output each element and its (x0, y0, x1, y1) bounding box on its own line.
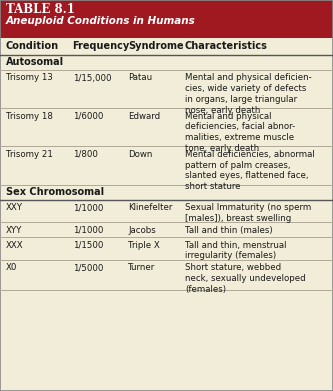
Text: Patau: Patau (128, 74, 152, 83)
Text: Klinefelter: Klinefelter (128, 203, 172, 212)
Text: Triple X: Triple X (128, 240, 160, 249)
Text: Tall and thin, menstrual
irregularity (females): Tall and thin, menstrual irregularity (f… (185, 240, 286, 260)
Text: Turner: Turner (128, 263, 156, 272)
Text: Mental and physical deficien-
cies, wide variety of defects
in organs, large tri: Mental and physical deficien- cies, wide… (185, 74, 312, 115)
Text: 1/800: 1/800 (73, 150, 98, 159)
Text: X0: X0 (6, 263, 17, 272)
Text: 1/15,000: 1/15,000 (73, 74, 111, 83)
Text: Short stature, webbed
neck, sexually undeveloped
(females): Short stature, webbed neck, sexually und… (185, 263, 305, 294)
Text: Condition: Condition (6, 41, 59, 51)
Text: 1/1500: 1/1500 (73, 240, 103, 249)
Text: 1/1000: 1/1000 (73, 226, 103, 235)
Text: XYY: XYY (6, 226, 22, 235)
Text: Jacobs: Jacobs (128, 226, 156, 235)
Text: Trisomy 21: Trisomy 21 (6, 150, 53, 159)
Text: Trisomy 18: Trisomy 18 (6, 112, 53, 121)
Text: 1/6000: 1/6000 (73, 112, 103, 121)
Text: TABLE 8.1: TABLE 8.1 (6, 3, 75, 16)
Text: 1/1000: 1/1000 (73, 203, 103, 212)
Text: Characteristics: Characteristics (185, 41, 268, 51)
Text: Tall and thin (males): Tall and thin (males) (185, 226, 272, 235)
Text: Aneuploid Conditions in Humans: Aneuploid Conditions in Humans (6, 16, 196, 26)
Text: 1/5000: 1/5000 (73, 263, 103, 272)
Text: XXX: XXX (6, 240, 24, 249)
Text: Edward: Edward (128, 112, 160, 121)
Text: Mental and physical
deficiencies, facial abnor-
malities, extreme muscle
tone, e: Mental and physical deficiencies, facial… (185, 112, 295, 153)
Text: Down: Down (128, 150, 153, 159)
Text: Syndrome: Syndrome (128, 41, 184, 51)
Text: Autosomal: Autosomal (6, 57, 64, 67)
Text: Frequency: Frequency (73, 41, 130, 51)
Text: Trisomy 13: Trisomy 13 (6, 74, 53, 83)
Text: Sex Chromosomal: Sex Chromosomal (6, 187, 104, 197)
Text: Sexual Immaturity (no sperm
[males]), breast swelling: Sexual Immaturity (no sperm [males]), br… (185, 203, 311, 223)
Text: XXY: XXY (6, 203, 23, 212)
Text: Mental deficiencies, abnormal
pattern of palm creases,
slanted eyes, flattened f: Mental deficiencies, abnormal pattern of… (185, 150, 315, 191)
Bar (0, 0, 333, 38)
